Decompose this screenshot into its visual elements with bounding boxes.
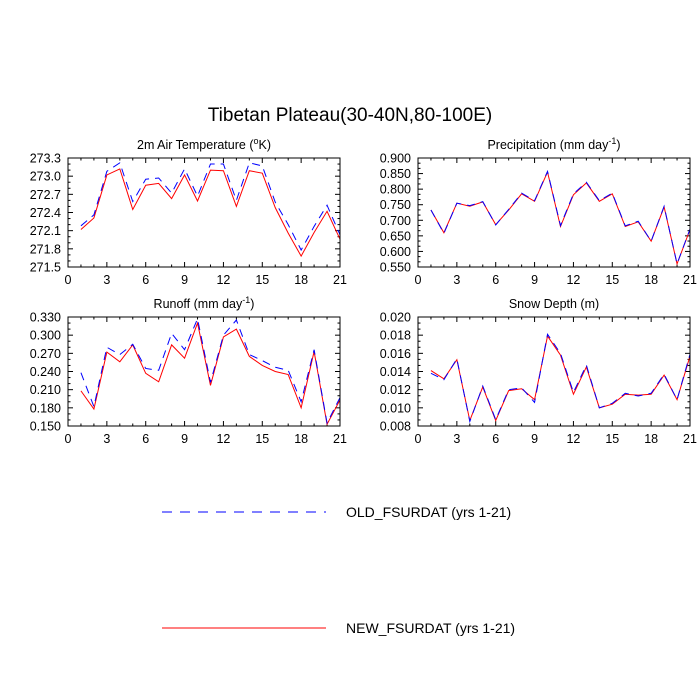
panel-title-text: Precipitation (mm day [487,138,609,152]
panel-title-text: Snow Depth (m) [509,297,599,311]
x-tick-label: 0 [65,432,72,446]
series-line-old [430,332,690,424]
x-tick-label: 12 [216,273,230,287]
x-tick-label: 21 [683,432,697,446]
x-tick-label: 0 [415,432,422,446]
panel-title-suffix: ) [616,138,620,152]
x-tick-label: 12 [216,432,230,446]
panel-snow-depth: Snow Depth (m) 0 3 6 9 12 15 18 21 0.008 0.010 0.01… [380,297,697,446]
x-tick-label: 18 [644,273,658,287]
x-tick-label: 9 [531,273,538,287]
x-tick-label: 9 [181,432,188,446]
series-line-new [80,168,340,258]
panel-title-precipitation: Precipitation (mm day-1) [487,136,620,152]
y-tick-label: 0.150 [30,420,61,434]
y-tick-label: 0.020 [380,311,411,325]
x-tick-label: 3 [103,273,110,287]
plot-frame [67,157,341,268]
panel-air-temperature: 2m Air Temperature (oK) 0 3 6 9 12 15 18 21 271.5… [30,136,347,287]
legend: OLD_FSURDAT (yrs 1-21) NEW_FSURDAT (yrs … [162,504,515,636]
x-tick-label: 15 [605,273,619,287]
panel-title-air-temperature: 2m Air Temperature (oK) [137,136,271,152]
panels: 2m Air Temperature (oK) 0 3 6 9 12 15 18 21 271.5… [30,136,697,446]
legend-label-new: NEW_FSURDAT (yrs 1-21) [346,620,515,636]
y-tick-label: 0.700 [380,214,411,228]
y-tick-label: 273.3 [30,152,61,166]
y-tick-label: 0.600 [380,245,411,259]
y-tick-label: 0.240 [30,365,61,379]
plot-frame [417,157,691,268]
x-tick-label: 21 [333,273,347,287]
panel-title-text: Runoff (mm day [154,297,243,311]
y-tick-label: 0.330 [30,311,61,325]
figure-title: Tibetan Plateau(30-40N,80-100E) [208,105,492,126]
panel-title-suffix: ) [250,297,254,311]
y-tick-label: 0.800 [380,183,411,197]
y-tick-label: 0.018 [380,329,411,343]
y-tick-label: 0.010 [380,401,411,415]
y-tick-label: 0.210 [30,383,61,397]
panel-runoff: Runoff (mm day-1) 0 3 6 9 12 15 18 21 0.150 0.180 0… [30,295,347,446]
legend-label-old: OLD_FSURDAT (yrs 1-21) [346,504,511,520]
x-tick-label: 6 [142,432,149,446]
x-tick-label: 15 [605,432,619,446]
y-tick-label: 271.5 [30,261,61,275]
x-tick-label: 6 [492,432,499,446]
x-tick-label: 9 [181,273,188,287]
x-tick-label: 6 [142,273,149,287]
y-tick-label: 0.550 [380,261,411,275]
y-tick-label: 0.750 [380,198,411,212]
x-tick-label: 3 [453,273,460,287]
panel-precipitation: Precipitation (mm day-1) 0 3 6 9 12 15 18 21 0.55… [380,136,697,287]
panel-title-superscript: -1 [608,136,616,146]
y-tick-label: 0.850 [380,167,411,181]
series-line-old [80,317,340,425]
y-tick-label: 0.300 [30,329,61,343]
series-line-old [430,169,690,266]
y-tick-label: 0.180 [30,401,61,415]
x-tick-label: 18 [644,432,658,446]
x-tick-label: 21 [333,432,347,446]
plot-frame [67,316,341,427]
panel-title-superscript: o [253,136,258,146]
x-tick-label: 18 [294,432,308,446]
panel-title-suffix: K) [259,138,272,152]
y-tick-label: 0.014 [380,365,411,379]
panel-title-text: 2m Air Temperature ( [137,138,254,152]
x-tick-label: 0 [415,273,422,287]
x-tick-label: 21 [683,273,697,287]
series-line-old [80,162,340,252]
x-tick-label: 12 [566,432,580,446]
y-tick-label: 271.8 [30,242,61,256]
y-tick-label: 0.650 [380,229,411,243]
x-tick-label: 3 [453,432,460,446]
x-tick-label: 12 [566,273,580,287]
y-tick-label: 272.7 [30,188,61,202]
x-tick-label: 9 [531,432,538,446]
x-tick-label: 18 [294,273,308,287]
y-tick-label: 0.900 [380,152,411,166]
panel-title-runoff: Runoff (mm day-1) [154,295,255,311]
x-tick-label: 6 [492,273,499,287]
x-tick-label: 15 [255,432,269,446]
y-tick-label: 272.4 [30,206,61,220]
series-line-new [80,321,340,426]
y-tick-label: 0.270 [30,347,61,361]
y-tick-label: 272.1 [30,224,61,238]
y-tick-label: 0.012 [380,383,411,397]
panel-title-snow-depth: Snow Depth (m) [509,297,599,311]
y-tick-label: 0.016 [380,347,411,361]
y-tick-label: 273.0 [30,170,61,184]
y-tick-label: 0.008 [380,420,411,434]
plot-frame [417,316,691,427]
x-tick-label: 15 [255,273,269,287]
x-tick-label: 0 [65,273,72,287]
panel-title-superscript: -1 [242,295,250,305]
x-tick-label: 3 [103,432,110,446]
